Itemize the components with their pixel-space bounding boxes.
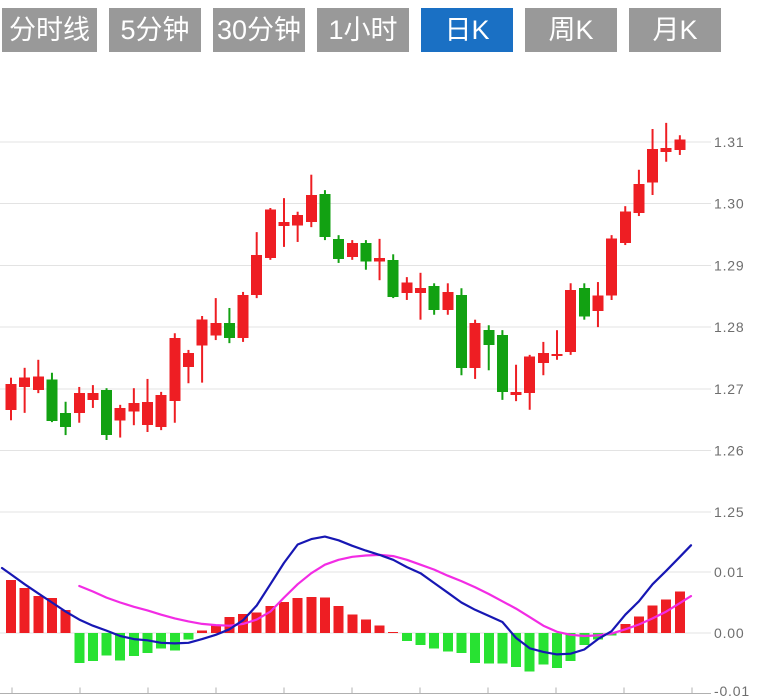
tab-timeline[interactable]: 分时线	[2, 8, 97, 52]
tab-monthly[interactable]: 月K	[629, 8, 721, 52]
price-axis-label: 1.25	[714, 504, 744, 520]
price-axis-label: 1.31	[714, 134, 744, 150]
tab-1hour[interactable]: 1小时	[317, 8, 409, 52]
price-axis-label: 1.29	[714, 257, 744, 273]
tab-30min[interactable]: 30分钟	[213, 8, 305, 52]
tab-5min[interactable]: 5分钟	[109, 8, 201, 52]
macd-axis-label: -0.01	[714, 683, 750, 699]
macd-axis-label: 0.00	[714, 625, 744, 641]
price-axis-label: 1.26	[714, 443, 744, 459]
price-axis-label: 1.30	[714, 196, 744, 212]
price-axis-label: 1.27	[714, 381, 744, 397]
tab-weekly[interactable]: 周K	[525, 8, 617, 52]
price-axis-label: 1.28	[714, 319, 744, 335]
interval-tabbar: 分时线 5分钟 30分钟 1小时 日K 周K 月K	[2, 8, 721, 52]
macd-axis-label: 0.01	[714, 564, 744, 580]
tab-daily[interactable]: 日K	[421, 8, 513, 52]
